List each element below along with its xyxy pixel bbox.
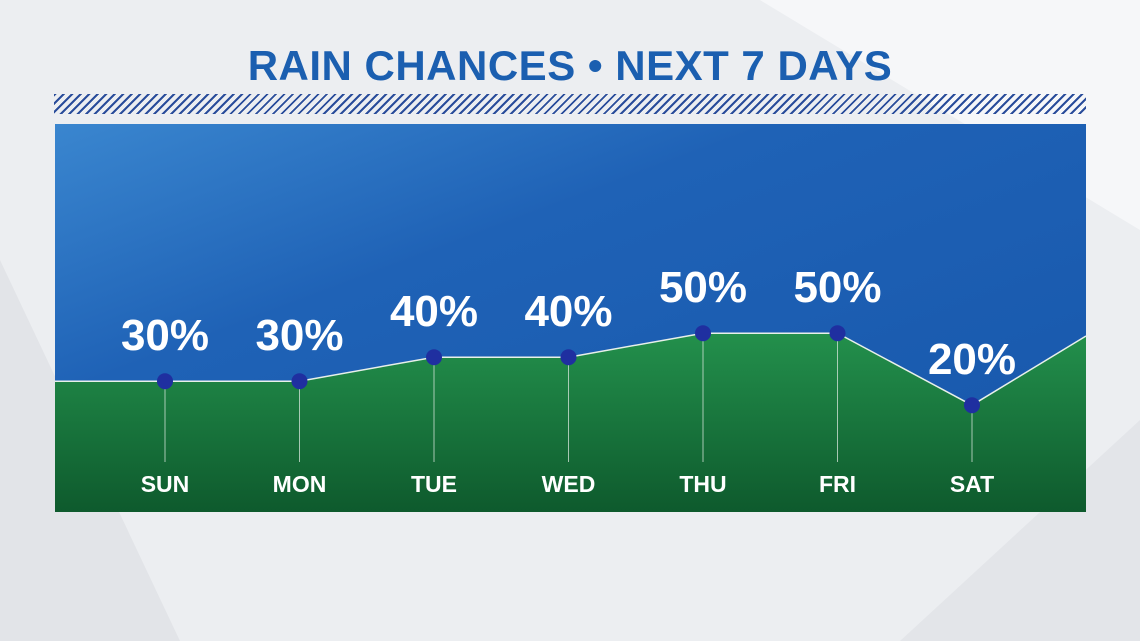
value-label: 30% — [121, 311, 209, 360]
value-label: 40% — [524, 287, 612, 336]
day-label: SAT — [950, 471, 994, 497]
data-point — [426, 349, 442, 366]
day-label: FRI — [819, 471, 856, 497]
data-point — [829, 325, 846, 342]
day-label: THU — [679, 471, 726, 497]
value-label: 40% — [390, 287, 478, 336]
value-label: 50% — [793, 263, 881, 312]
day-label: MON — [273, 471, 327, 497]
value-label: 20% — [928, 335, 1016, 384]
day-label: TUE — [411, 471, 457, 497]
data-point — [157, 373, 173, 390]
data-point — [964, 397, 980, 414]
chart-title: RAIN CHANCES • NEXT 7 DAYS — [247, 42, 893, 89]
title-hatched-rule — [54, 94, 1086, 114]
day-label: WED — [542, 471, 596, 497]
value-label: 30% — [255, 311, 343, 360]
data-point — [695, 325, 711, 342]
data-point — [291, 373, 308, 390]
data-point — [560, 349, 577, 366]
day-label: SUN — [141, 471, 190, 497]
value-label: 50% — [659, 263, 747, 312]
rain-chance-area — [55, 333, 1086, 512]
